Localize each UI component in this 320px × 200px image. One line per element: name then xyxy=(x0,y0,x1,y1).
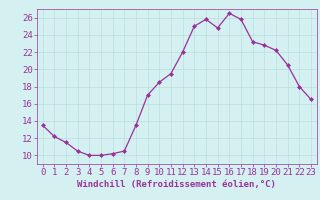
X-axis label: Windchill (Refroidissement éolien,°C): Windchill (Refroidissement éolien,°C) xyxy=(77,180,276,189)
